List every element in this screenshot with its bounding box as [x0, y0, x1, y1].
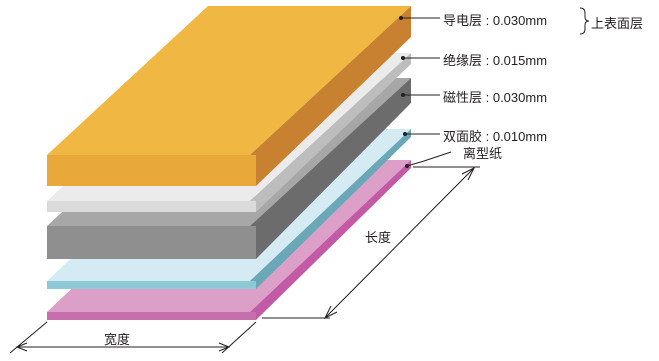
leader-dot-adhesive [403, 132, 407, 136]
insulation-layer-label: 绝缘层 : 0.015mm [443, 53, 548, 68]
width-dimension [9, 321, 257, 354]
leader-dot-release-paper [405, 164, 409, 168]
conductor-layer-label: 导电层 : 0.030mm [443, 13, 548, 28]
length-dimension [262, 166, 480, 320]
magnetic-layer-label: 磁性层 : 0.030mm [443, 90, 548, 105]
leader-line-release-paper [406, 151, 452, 167]
leader-dot-magnetic [401, 93, 405, 97]
release-paper-label: 离型纸 [463, 146, 503, 161]
upper-surface-group-label: 上表面层 [591, 16, 644, 31]
adhesive-layer-label: 双面胶 : 0.010mm [443, 129, 548, 144]
group-brace [579, 7, 590, 35]
length-label: 长度 [365, 230, 392, 245]
leader-dot-insulation [401, 56, 405, 60]
conductor-layer [47, 6, 411, 186]
width-label: 宽度 [104, 332, 131, 347]
leader-dot-conductor [399, 16, 403, 20]
